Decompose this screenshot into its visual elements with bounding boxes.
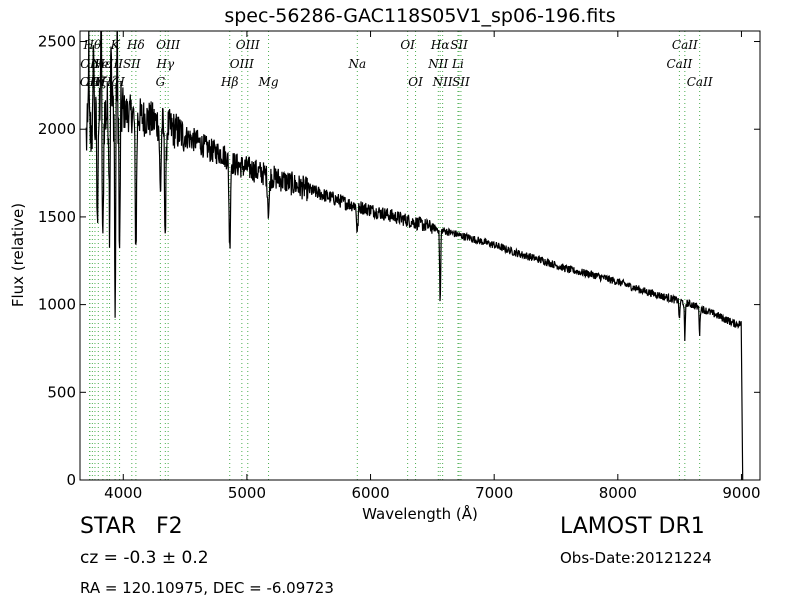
y-tick-label: 1500 xyxy=(38,208,76,226)
plot-frame xyxy=(79,30,761,481)
spectral-line-label: SII xyxy=(450,38,468,52)
x-tick-label: 8000 xyxy=(599,484,637,502)
spectral-line-label: Hγ xyxy=(155,57,174,71)
redshift-label: cz = -0.3 ± 0.2 xyxy=(80,548,209,568)
spectral-line-label: NII xyxy=(432,75,453,89)
spectral-line-label: H xyxy=(113,75,125,89)
spectral-line-label: Hε xyxy=(93,57,111,71)
spectral-line-label: OIII xyxy=(156,38,180,52)
spectral-line-label: Hζ xyxy=(100,75,119,89)
spectral-line-label: CaII xyxy=(672,38,698,52)
spectral-line-label: K xyxy=(110,38,121,52)
spectral-line-label: OI xyxy=(400,38,415,52)
spectral-line-label: CaII xyxy=(687,75,713,89)
spectral-line-label: Na xyxy=(347,57,366,71)
x-axis-label: Wavelength (Å) xyxy=(362,505,478,523)
survey-label: LAMOST DR1 xyxy=(560,514,705,539)
spectral-line-label: OIII xyxy=(230,57,254,71)
x-tick-label: 4000 xyxy=(104,484,142,502)
object-class: STAR xyxy=(80,514,137,539)
y-tick-label: 1000 xyxy=(38,296,76,314)
x-tick-label: 5000 xyxy=(228,484,266,502)
spectral-line-label: Hα xyxy=(430,38,450,52)
spectral-line-label: Hδ xyxy=(126,38,145,52)
spectral-line-label: NeIII xyxy=(90,57,123,71)
spectral-line-label: Hβ xyxy=(220,75,238,89)
y-tick-label: 2500 xyxy=(38,33,76,51)
spectral-line-label: Mg xyxy=(258,75,279,89)
spectral-line-label: SII xyxy=(123,57,141,71)
spectral-line-label: SII xyxy=(452,75,470,89)
obs-date-label: Obs-Date:20121224 xyxy=(560,549,712,567)
spectral-line-label: Li xyxy=(451,57,464,71)
spectral-line-label: G xyxy=(156,75,166,89)
spectral-line-label: OIII xyxy=(236,38,260,52)
x-tick-label: 9000 xyxy=(722,484,760,502)
spectral-line-label: Hη xyxy=(85,75,104,89)
spectral-line-label: Hθ xyxy=(83,38,102,52)
spectral-line-label: NII xyxy=(427,57,448,71)
coordinates-label: RA = 120.10975, DEC = -6.09723 xyxy=(80,579,334,597)
x-tick-label: 6000 xyxy=(351,484,389,502)
spectral-line-label: OII xyxy=(80,57,100,71)
spectrum-line xyxy=(85,31,744,480)
y-tick-label: 0 xyxy=(66,471,76,489)
y-tick-label: 500 xyxy=(47,383,76,401)
subclass: F2 xyxy=(156,514,183,539)
x-tick-label: 7000 xyxy=(475,484,513,502)
spectral-line-label: CaII xyxy=(666,57,692,71)
y-axis-label: Flux (relative) xyxy=(9,202,27,308)
spectral-line-label: OI xyxy=(408,75,423,89)
chart-title: spec-56286-GAC118S05V1_sp06-196.fits xyxy=(224,5,616,27)
y-tick-label: 2000 xyxy=(38,120,76,138)
